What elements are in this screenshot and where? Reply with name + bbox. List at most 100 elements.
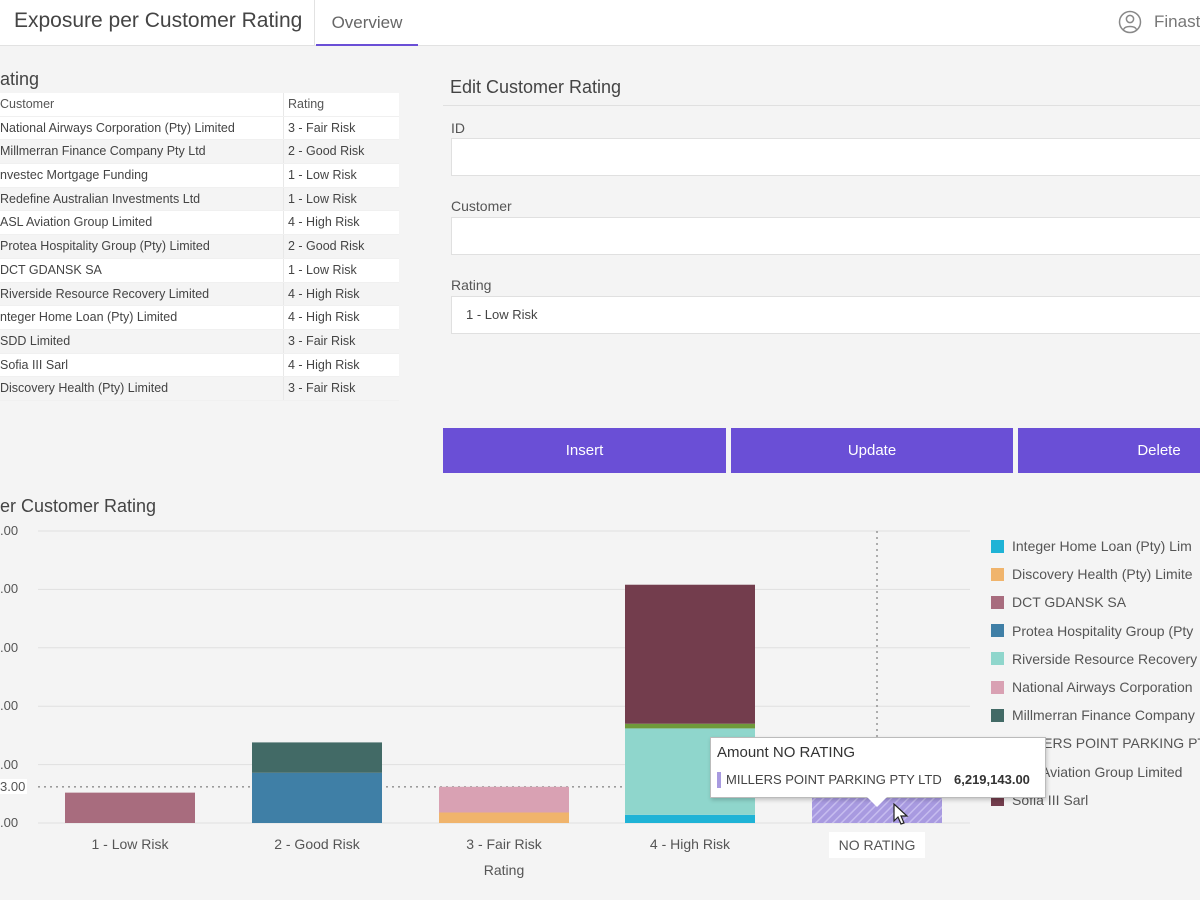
legend-item[interactable]: Millmerran Finance Company [991,701,1200,729]
x-tick-label: 2 - Good Risk [274,836,360,852]
y-tick-label: 3.00 [0,778,28,794]
legend-item[interactable]: DCT GDANSK SA [991,588,1200,616]
cell-customer: National Airways Corporation (Pty) Limit… [0,116,284,140]
legend-label: Protea Hospitality Group (Pty [1012,622,1194,639]
cell-rating: 2 - Good Risk [288,144,365,159]
table-row[interactable]: ASL Aviation Group Limited 4 - High Risk [0,211,399,236]
mouse-cursor-icon [893,803,909,825]
user-menu[interactable]: Finast [1118,10,1200,34]
bar-segment [625,723,755,729]
legend-swatch [991,624,1004,638]
user-name: Finast [1154,12,1200,31]
legend-label: National Airways Corporation [1012,679,1193,696]
cell-customer: nteger Home Loan (Pty) Limited [0,306,284,329]
legend-swatch [991,680,1004,694]
no-rating-axis-highlight: NO RATING [829,832,925,858]
cell-rating: 4 - High Risk [288,357,360,372]
grid-header-row: Customer Rating [0,93,399,117]
legend-swatch [991,595,1004,609]
legend-item[interactable]: Protea Hospitality Group (Pty [991,617,1200,645]
table-row[interactable]: National Airways Corporation (Pty) Limit… [0,116,399,141]
bar-segment [439,786,569,813]
legend-item[interactable]: Riverside Resource Recovery [991,645,1200,673]
cell-rating: 1 - Low Risk [288,262,357,277]
x-tick-label: 1 - Low Risk [91,836,169,852]
cell-rating: 1 - Low Risk [288,168,357,183]
table-row[interactable]: Protea Hospitality Group (Pty) Limited 2 … [0,235,399,259]
cell-customer: Sofia III Sarl [0,353,284,377]
bar-segment [65,792,195,823]
table-row[interactable]: nteger Home Loan (Pty) Limited 4 - High R… [0,306,399,330]
customer-field[interactable] [451,217,1200,255]
table-row[interactable]: Riverside Resource Recovery Limited 4 - H… [0,282,399,307]
table-row[interactable]: Redefine Australian Investments Ltd 1 - L… [0,187,399,212]
y-tick-label: .00 [0,698,19,714]
cell-rating: 2 - Good Risk [288,239,365,254]
top-bar: Exposure per Customer Rating Overview Fi… [0,0,1200,46]
x-tick-label: 4 - High Risk [649,836,731,852]
bar-segment [252,772,382,823]
bar-segment [625,584,755,724]
edit-form-title: Edit Customer Rating [450,77,622,97]
grid-section-title: ating [0,69,40,89]
cell-customer: Protea Hospitality Group (Pty) Limited [0,235,284,258]
legend-swatch [991,652,1004,666]
id-field[interactable] [451,138,1200,176]
update-button[interactable]: Update [731,428,1013,473]
cell-rating: 4 - High Risk [288,286,360,301]
bar-segment [625,814,755,823]
tooltip-value: 6,219,143.00 [954,772,1030,787]
cell-customer: ASL Aviation Group Limited [0,211,284,235]
legend-label: ASL Aviation Group Limited [1012,763,1183,780]
title-divider [314,0,315,46]
tab-overview[interactable]: Overview [316,13,418,46]
x-tick-label: 3 - Fair Risk [466,836,542,852]
rating-select[interactable]: 1 - Low Risk [451,296,1200,334]
cell-customer: Riverside Resource Recovery Limited [0,282,284,306]
x-axis-title: Rating [483,862,525,878]
cell-customer: DCT GDANSK SA [0,258,284,282]
table-row[interactable]: Millmerran Finance Company Pty Ltd 2 - Go… [0,140,399,165]
rating-label: Rating [451,277,492,293]
y-tick-label: .00 [0,815,19,830]
cell-customer: nvestec Mortgage Funding [0,164,284,187]
y-tick-label: .00 [0,756,19,772]
legend-label: Discovery Health (Pty) Limite [1012,566,1193,583]
tooltip-title: Amount NO RATING [717,744,856,761]
cell-customer: SDD Limited [0,329,284,353]
table-row[interactable]: SDD Limited 3 - Fair Risk [0,329,399,354]
customer-rating-grid: Customer Rating National Airways Corpora… [0,93,399,401]
tooltip-series-swatch [717,772,721,788]
form-divider [443,105,1200,106]
y-tick-label: .00 [0,581,19,597]
legend-swatch [991,539,1004,553]
legend-label: MILLERS POINT PARKING PTY [1012,735,1200,752]
legend-item[interactable]: National Airways Corporation [991,673,1200,701]
legend-item[interactable]: Discovery Health (Pty) Limite [991,560,1200,588]
bar-segment [252,742,382,773]
column-header-rating[interactable]: Rating [288,97,325,111]
table-row[interactable]: Sofia III Sarl 4 - High Risk [0,353,399,378]
cell-rating: 3 - Fair Risk [288,381,356,396]
cell-rating: 3 - Fair Risk [288,333,356,348]
chart-tooltip: Amount NO RATING MILLERS POINT PARKING P… [710,737,1046,807]
table-row[interactable]: nvestec Mortgage Funding 1 - Low Risk [0,164,399,188]
cell-rating: 1 - Low Risk [288,191,357,206]
table-row[interactable]: Discovery Health (Pty) Limited 3 - Fair R… [0,377,399,401]
id-label: ID [451,120,465,136]
user-icon [1118,10,1142,34]
legend-swatch [991,567,1004,581]
insert-button[interactable]: Insert [443,428,726,473]
cell-customer: Millmerran Finance Company Pty Ltd [0,140,284,164]
customer-label: Customer [451,198,512,214]
legend-item[interactable]: Integer Home Loan (Pty) Lim [991,532,1200,560]
legend-label: Integer Home Loan (Pty) Lim [1012,538,1192,555]
cell-customer: Discovery Health (Pty) Limited [0,377,284,400]
delete-button[interactable]: Delete [1018,428,1200,473]
table-row[interactable]: DCT GDANSK SA 1 - Low Risk [0,258,399,283]
legend-label: Millmerran Finance Company [1012,707,1195,724]
column-header-customer[interactable]: Customer [0,93,284,116]
legend-label: Riverside Resource Recovery [1012,650,1198,667]
cell-rating: 3 - Fair Risk [288,120,356,135]
cell-customer: Redefine Australian Investments Ltd [0,187,284,211]
